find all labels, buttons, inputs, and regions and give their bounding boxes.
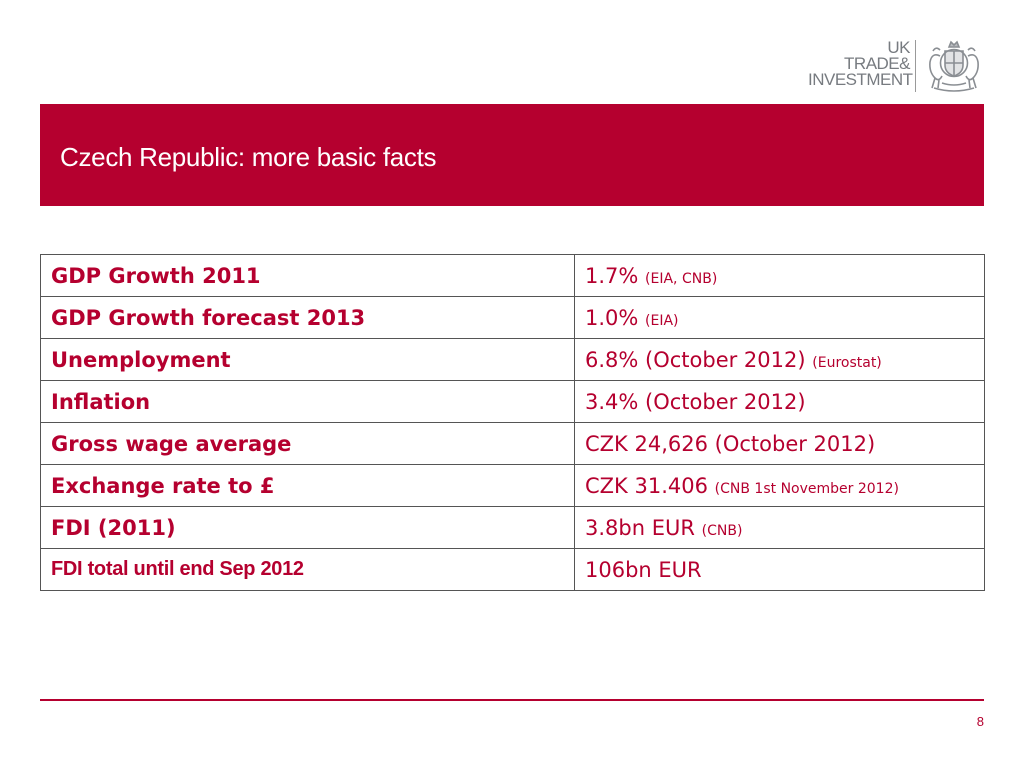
fact-value: 3.8bn EUR [585, 515, 695, 540]
ukti-logo: UK TRADE& INVESTMENT [808, 38, 988, 94]
fact-value-cell: 1.0% (EIA) [574, 296, 985, 339]
logo-line-trade: TRADE& [844, 54, 910, 73]
table-row: FDI (2011) 3.8bn EUR (CNB) [40, 506, 985, 549]
fact-label: Gross wage average [40, 422, 575, 465]
logo-wordmark: UK TRADE& INVESTMENT [808, 38, 913, 89]
table-row: FDI total until end Sep 2012 106bn EUR [40, 548, 985, 591]
logo-divider [915, 40, 916, 92]
facts-table: GDP Growth 2011 1.7% (EIA, CNB) GDP Grow… [40, 254, 985, 591]
fact-source: (CNB 1st November 2012) [714, 480, 899, 497]
fact-value-cell: 3.4% (October 2012) [574, 380, 985, 423]
fact-label: GDP Growth forecast 2013 [40, 296, 575, 339]
fact-value: 6.8% (October 2012) [585, 347, 806, 372]
fact-label: Unemployment [40, 338, 575, 381]
fact-source: (Eurostat) [812, 354, 882, 371]
fact-label: Exchange rate to £ [40, 464, 575, 507]
fact-value: 106bn EUR [585, 557, 702, 582]
page-title: Czech Republic: more basic facts [60, 142, 437, 172]
fact-label: FDI (2011) [40, 506, 575, 549]
fact-value: 3.4% (October 2012) [585, 389, 806, 414]
table-row: GDP Growth forecast 2013 1.0% (EIA) [40, 296, 985, 339]
logo-line-investment: INVESTMENT [808, 70, 913, 89]
title-banner: Czech Republic: more basic facts [40, 104, 984, 206]
fact-value: CZK 24,626 (October 2012) [585, 431, 876, 456]
table-row: Unemployment 6.8% (October 2012) (Eurost… [40, 338, 985, 381]
fact-value-cell: 1.7% (EIA, CNB) [574, 254, 985, 297]
fact-value-cell: 3.8bn EUR (CNB) [574, 506, 985, 549]
fact-value-cell: 6.8% (October 2012) (Eurostat) [574, 338, 985, 381]
fact-value-cell: 106bn EUR [574, 548, 985, 591]
table-row: GDP Growth 2011 1.7% (EIA, CNB) [40, 254, 985, 297]
fact-source: (CNB) [701, 522, 743, 539]
table-row: Exchange rate to £ CZK 31.406 (CNB 1st N… [40, 464, 985, 507]
fact-value-cell: CZK 31.406 (CNB 1st November 2012) [574, 464, 985, 507]
fact-value: 1.0% [585, 305, 639, 330]
table-row: Gross wage average CZK 24,626 (October 2… [40, 422, 985, 465]
table-row: Inflation 3.4% (October 2012) [40, 380, 985, 423]
footer-divider [40, 699, 984, 701]
fact-label: Inflation [40, 380, 575, 423]
logo-line-uk: UK [887, 38, 910, 57]
royal-coat-of-arms-icon [929, 40, 979, 92]
fact-value: CZK 31.406 [585, 473, 708, 498]
fact-label: FDI total until end Sep 2012 [40, 548, 575, 591]
fact-source: (EIA, CNB) [645, 270, 718, 287]
fact-value: 1.7% [585, 263, 639, 288]
page-number: 8 [976, 714, 984, 729]
fact-label: GDP Growth 2011 [40, 254, 575, 297]
fact-value-cell: CZK 24,626 (October 2012) [574, 422, 985, 465]
fact-source: (EIA) [645, 312, 679, 329]
